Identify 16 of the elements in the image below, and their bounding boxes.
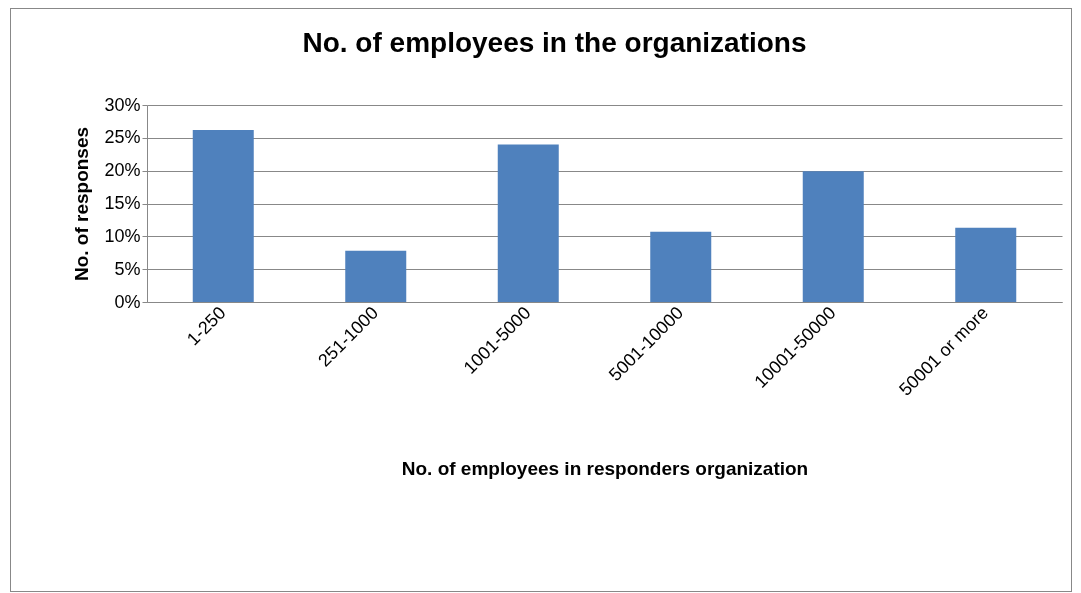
y-axis-title: No. of responses (71, 126, 93, 282)
bar (192, 129, 254, 302)
y-tick-label: 5% (114, 258, 141, 279)
y-tick-label: 25% (104, 127, 141, 148)
bar (345, 250, 407, 302)
bar (955, 227, 1017, 302)
x-axis-title: No. of employees in responders organization (401, 457, 809, 479)
y-tick-label: 15% (104, 193, 141, 213)
y-tick-label: 0% (114, 291, 141, 312)
y-tick-label: 30% (104, 94, 141, 115)
bar (497, 144, 559, 302)
bar (650, 231, 712, 302)
y-tick-label: 20% (104, 160, 141, 181)
chart-title: No. of employees in the organizations (302, 27, 807, 58)
bar (802, 171, 864, 302)
y-tick-label: 10% (104, 225, 141, 246)
